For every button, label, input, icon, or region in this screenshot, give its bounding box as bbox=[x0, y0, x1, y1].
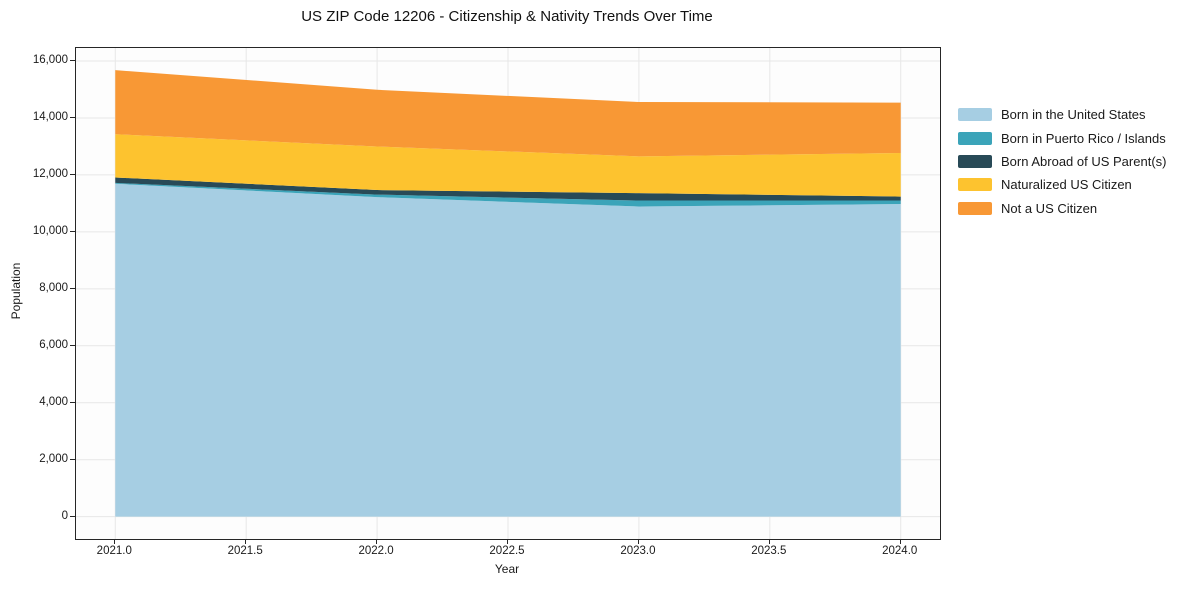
x-tick-label: 2022.0 bbox=[358, 545, 394, 557]
y-tick-mark bbox=[70, 401, 75, 403]
area-born-abroad-of-us-parent-s- bbox=[115, 177, 901, 201]
x-tick-mark bbox=[376, 539, 378, 544]
area-born-in-puerto-rico-islands bbox=[115, 182, 901, 207]
legend-swatch bbox=[958, 108, 992, 122]
legend-label: Born in Puerto Rico / Islands bbox=[1001, 130, 1166, 146]
y-tick-label: 4,000 bbox=[39, 395, 68, 408]
legend-label: Born Abroad of US Parent(s) bbox=[1001, 153, 1167, 169]
y-tick-label: 10,000 bbox=[32, 224, 68, 237]
y-tick-mark bbox=[70, 515, 75, 517]
x-tick-label: 2024.0 bbox=[882, 545, 918, 557]
x-tick-mark bbox=[245, 539, 247, 544]
legend-item-born-in-the-united-states: Born in the United States bbox=[958, 103, 1166, 126]
legend-label: Not a US Citizen bbox=[1001, 200, 1098, 216]
plot-area bbox=[75, 47, 941, 540]
y-tick-mark bbox=[70, 60, 75, 61]
chart-title: US ZIP Code 12206 - Citizenship & Nativi… bbox=[301, 8, 713, 25]
y-tick-label: 14,000 bbox=[32, 110, 68, 123]
y-tick-mark bbox=[70, 230, 75, 232]
x-tick-mark bbox=[507, 539, 508, 544]
area-born-in-the-united-states bbox=[115, 183, 901, 517]
y-tick-label: 12,000 bbox=[32, 167, 68, 180]
y-tick-mark bbox=[70, 116, 75, 118]
y-tick-mark bbox=[70, 287, 75, 289]
legend-swatch bbox=[958, 131, 992, 145]
area-naturalized-us-citizen bbox=[115, 134, 901, 197]
legend-label: Naturalized US Citizen bbox=[1001, 177, 1132, 193]
y-tick-mark bbox=[70, 344, 75, 346]
x-tick-mark bbox=[899, 539, 901, 544]
legend-swatch bbox=[958, 178, 992, 192]
y-tick-mark bbox=[70, 173, 75, 175]
x-axis-label: Year bbox=[494, 562, 520, 576]
legend-item-born-in-puerto-rico-islands: Born in Puerto Rico / Islands bbox=[958, 126, 1166, 149]
y-tick-label: 8,000 bbox=[39, 281, 68, 294]
legend-swatch bbox=[958, 201, 992, 215]
y-tick-mark bbox=[70, 458, 75, 460]
y-tick-label: 6,000 bbox=[39, 338, 68, 351]
area-not-a-us-citizen bbox=[115, 70, 901, 157]
stacked-area-svg bbox=[76, 48, 940, 539]
x-tick-mark bbox=[768, 539, 770, 544]
y-tick-label: 2,000 bbox=[39, 452, 68, 465]
legend-label: Born in the United States bbox=[1001, 107, 1146, 123]
y-tick-label: 16,000 bbox=[32, 54, 68, 66]
legend-item-naturalized-us-citizen: Naturalized US Citizen bbox=[958, 173, 1166, 196]
x-tick-mark bbox=[114, 539, 116, 544]
chart-legend: Born in the United States Born in Puerto … bbox=[958, 103, 1166, 220]
x-tick-label: 2021.0 bbox=[96, 545, 132, 557]
x-tick-mark bbox=[637, 539, 639, 544]
x-tick-label: 2023.0 bbox=[620, 545, 656, 557]
legend-item-not-a-us-citizen: Not a US Citizen bbox=[958, 197, 1166, 220]
y-tick-label: 0 bbox=[61, 509, 68, 522]
legend-swatch bbox=[958, 154, 992, 168]
x-tick-label: 2023.5 bbox=[751, 545, 787, 557]
legend-item-born-abroad-of-us-parent-s-: Born Abroad of US Parent(s) bbox=[958, 150, 1166, 173]
x-tick-label: 2021.5 bbox=[227, 545, 263, 557]
x-tick-label: 2022.5 bbox=[489, 545, 525, 557]
